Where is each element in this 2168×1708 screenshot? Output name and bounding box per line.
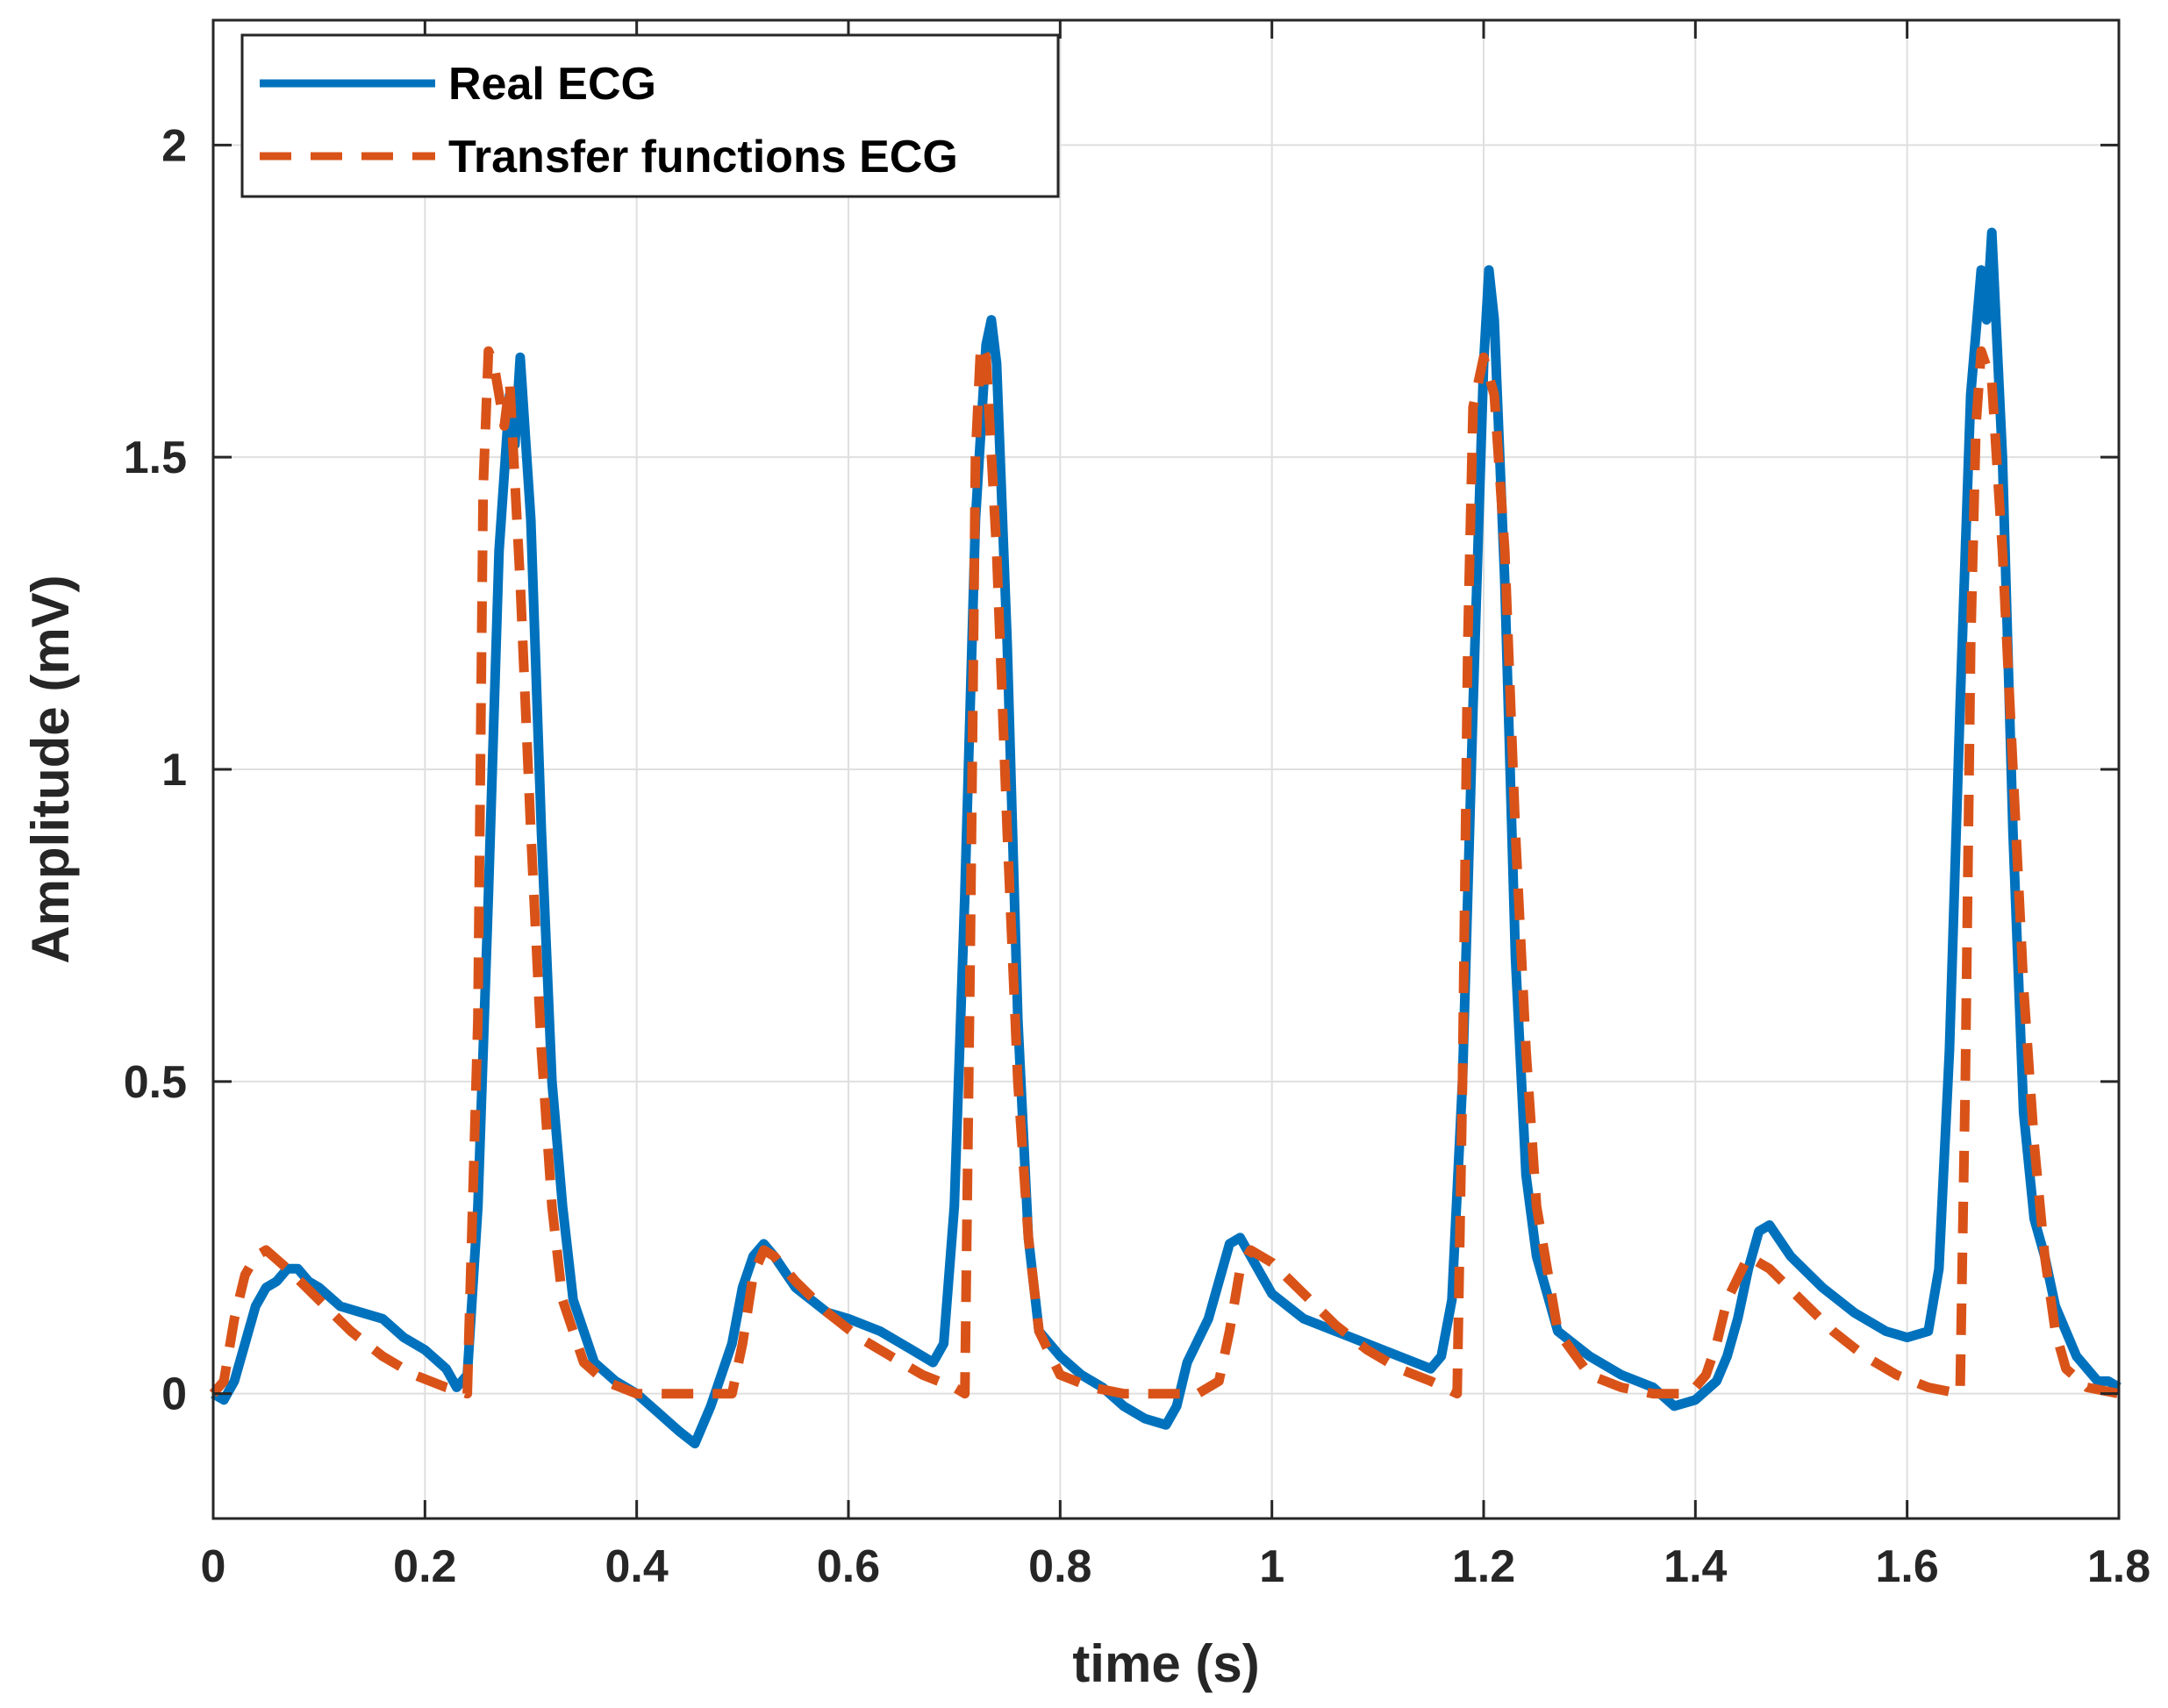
ticks xyxy=(211,20,2121,1519)
tick-labels: 0 0.2 0.4 0.6 0.8 1 1.2 1.4 1.6 1.8 0 0.5 1 1.5 2 xyxy=(124,120,2150,1592)
y-axis-label: Amplitude (mV) xyxy=(21,575,80,963)
legend-box xyxy=(240,33,1060,198)
x-axis-label: time (s) xyxy=(1072,1634,1259,1693)
y-tick-label: 0.5 xyxy=(124,1057,187,1108)
legend[interactable]: Real ECG Transfer functions ECG xyxy=(240,33,1060,198)
x-tick-label: 1.4 xyxy=(1664,1541,1727,1592)
legend-label-real-ecg: Real ECG xyxy=(448,59,656,110)
y-tick-label: 2 xyxy=(161,120,187,171)
series-line-transfer-ecg xyxy=(209,339,2121,1399)
series-layer xyxy=(209,227,2121,1449)
x-tick-label: 0.2 xyxy=(393,1541,456,1592)
x-tick-label: 1 xyxy=(1259,1541,1284,1592)
legend-label-transfer-ecg: Transfer functions ECG xyxy=(448,132,958,182)
x-tick-label: 1.8 xyxy=(2087,1541,2150,1592)
x-tick-label: 0.8 xyxy=(1028,1541,1091,1592)
y-tick-label: 1 xyxy=(161,745,187,796)
y-tick-label: 0 xyxy=(161,1369,187,1420)
x-tick-label: 0.6 xyxy=(817,1541,880,1592)
y-tick-label: 1.5 xyxy=(124,432,187,483)
x-tick-label: 1.2 xyxy=(1452,1541,1515,1592)
x-tick-label: 0.4 xyxy=(605,1541,669,1592)
x-tick-label: 0 xyxy=(201,1541,226,1592)
x-tick-label: 1.6 xyxy=(1876,1541,1939,1592)
